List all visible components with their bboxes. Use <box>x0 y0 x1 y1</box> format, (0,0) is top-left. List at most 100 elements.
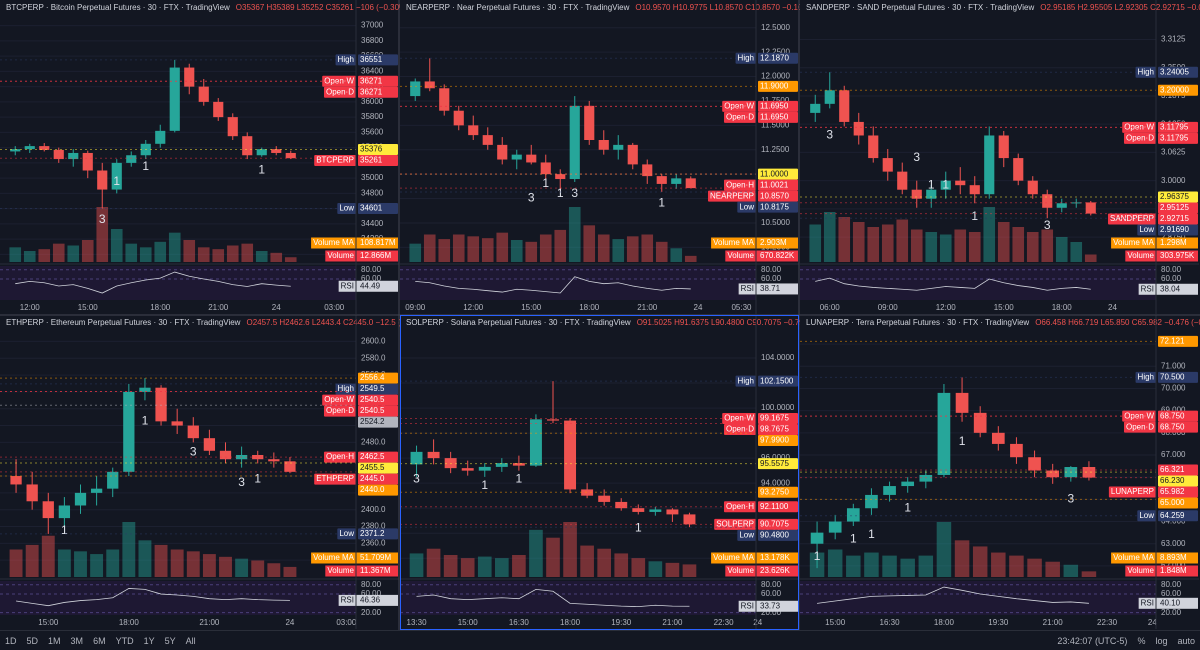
x-tick-label: 12:00 <box>936 303 957 312</box>
price-tag-name-bg <box>723 423 756 435</box>
annotation: 3 <box>528 191 535 205</box>
volume-bar <box>809 224 822 262</box>
candle-body <box>444 458 457 469</box>
price-tag-label: 11.0000 <box>760 169 789 178</box>
candle-body <box>883 486 896 495</box>
price-tag-label: 2540.5 <box>360 406 385 415</box>
candle-body <box>969 185 980 195</box>
candle-body <box>285 152 296 159</box>
toolbar-item[interactable]: 1Y <box>143 635 155 646</box>
candle-body <box>613 144 624 150</box>
price-tag-label: 98.7675 <box>760 425 789 434</box>
price-tag <box>358 86 398 98</box>
annotation: 1 <box>814 549 821 563</box>
volume-bar <box>568 207 581 262</box>
toolbar-item[interactable]: % <box>1137 635 1146 646</box>
price-tag <box>758 423 798 435</box>
price-tag-name: Open·W <box>324 76 354 85</box>
price-tag-label: 102.1500 <box>760 376 794 385</box>
volume-bar <box>614 553 629 577</box>
rsi-label-bg <box>1138 597 1198 609</box>
toolbar-item[interactable]: 1M <box>48 635 61 646</box>
candle-body <box>155 387 167 422</box>
price-tag-name: Open·H <box>326 452 354 461</box>
chart-panel: 3400034200344003460034800350003520035400… <box>0 0 409 314</box>
price-tag-label: 70.500 <box>1160 372 1185 381</box>
y-tick-label: 71.000 <box>1161 361 1186 370</box>
toolbar-item[interactable]: 5D <box>26 635 39 646</box>
price-tag-label: 93.2750 <box>760 487 789 496</box>
annotation: 1 <box>481 478 488 492</box>
candle-body <box>97 170 108 190</box>
volume-bar <box>443 555 458 577</box>
price-tag <box>358 528 398 540</box>
price-tag-name: Open·W <box>724 414 754 423</box>
price-tag-label: 35261 <box>360 156 383 165</box>
chart-ohlc: O66.458 H66.719 L65.850 C65.982 −0.476 (… <box>1035 318 1200 327</box>
annotation: 1 <box>868 527 875 541</box>
price-tag-name-bg <box>323 451 356 463</box>
price-tag-name: Low <box>339 204 354 213</box>
volume-bar <box>554 229 567 262</box>
volume-bar <box>1027 558 1042 577</box>
volume-bar <box>90 554 104 577</box>
candle-body <box>126 155 137 163</box>
rsi-label-value: 44.49 <box>360 281 381 290</box>
candle-body <box>453 110 464 126</box>
chart-panel: 2.87502.93753.00003.06253.12503.18753.25… <box>800 0 1200 314</box>
price-tag-name-bg <box>337 528 356 540</box>
price-tag-label: 3.24005 <box>1160 67 1189 76</box>
price-tag <box>1158 202 1198 214</box>
volume-bar <box>168 232 181 262</box>
toolbar-item[interactable]: YTD <box>115 635 134 646</box>
toolbar-item[interactable]: auto <box>1177 635 1195 646</box>
y-tick-label: 2360.0 <box>361 538 386 547</box>
price-tag-name-bg <box>1137 510 1156 522</box>
volume-bar <box>991 552 1006 577</box>
toolbar-item[interactable]: 3M <box>70 635 84 646</box>
price-tag <box>358 462 398 474</box>
volume-bar <box>9 549 23 577</box>
price-tag <box>358 143 398 155</box>
candle-body <box>865 494 878 509</box>
price-tag <box>758 458 798 470</box>
x-tick-label: 15:00 <box>78 303 99 312</box>
price-tag <box>1158 475 1198 487</box>
annotation: 1 <box>850 531 857 545</box>
price-tag-label: 99.1675 <box>760 414 789 423</box>
price-tag <box>1158 132 1198 144</box>
price-tag-name: BTCPERP <box>316 156 354 165</box>
price-tag-label: 34601 <box>360 204 383 213</box>
volume-bar <box>255 251 268 262</box>
toolbar-item[interactable]: 5Y <box>164 635 176 646</box>
price-tag-label: 12.1870 <box>760 53 789 62</box>
toolbar-item[interactable]: log <box>1155 635 1168 646</box>
candle-body <box>642 164 653 177</box>
rsi-pane <box>800 581 1156 615</box>
y-tick-label: 2.8750 <box>1161 232 1186 241</box>
volume-label-value: 51.709M <box>360 553 391 562</box>
price-tag <box>1158 191 1198 203</box>
rsi-tick-label: 80.00 <box>1161 265 1182 274</box>
volume-bar <box>670 248 683 262</box>
toolbar-item[interactable]: All <box>185 635 196 646</box>
price-tag-label: 97.9900 <box>760 436 789 445</box>
price-tag-name: Open·D <box>326 406 354 415</box>
toolbar-item[interactable]: 1D <box>5 635 17 646</box>
price-tag-name-bg <box>1137 224 1156 236</box>
volume-bar <box>1055 237 1068 262</box>
candle-body <box>955 180 966 186</box>
toolbar-item[interactable]: 6M <box>93 635 106 646</box>
annotation: 3 <box>1067 492 1074 506</box>
price-tag-label: 11.0021 <box>760 180 789 189</box>
candle-body <box>649 509 662 512</box>
x-tick-label: 24 <box>753 618 762 627</box>
volume-bar <box>1063 564 1079 577</box>
volume-bar <box>846 555 861 577</box>
rsi-label-name: RSI <box>341 596 354 605</box>
price-tag-name: Open·D <box>1126 133 1154 142</box>
annotation: 1 <box>542 176 549 190</box>
y-tick-label: 3.3125 <box>1161 35 1186 44</box>
candle-body <box>984 135 995 195</box>
volume-bar <box>186 551 200 577</box>
